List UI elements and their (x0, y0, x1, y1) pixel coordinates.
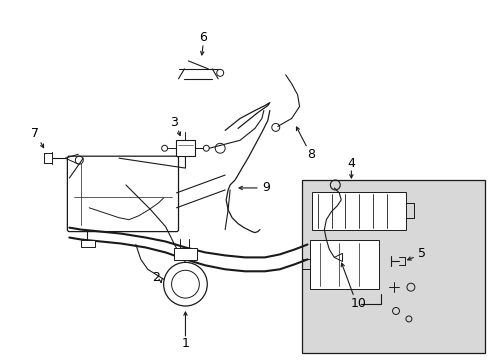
Bar (311, 192, 405, 230)
Text: 6: 6 (199, 31, 207, 44)
Bar (173, 248, 197, 260)
FancyBboxPatch shape (67, 156, 178, 231)
Text: 7: 7 (31, 127, 39, 140)
Text: 5: 5 (417, 247, 425, 260)
Text: 10: 10 (349, 297, 366, 310)
Text: 9: 9 (262, 181, 269, 194)
Bar (175, 140, 195, 156)
Bar (81, 239, 95, 247)
Text: 3: 3 (169, 116, 177, 129)
Text: 8: 8 (307, 148, 315, 161)
Text: 4: 4 (346, 157, 355, 170)
Text: 1: 1 (181, 337, 189, 350)
Bar (301, 180, 484, 353)
Bar (309, 239, 378, 289)
Text: 2: 2 (151, 271, 159, 284)
